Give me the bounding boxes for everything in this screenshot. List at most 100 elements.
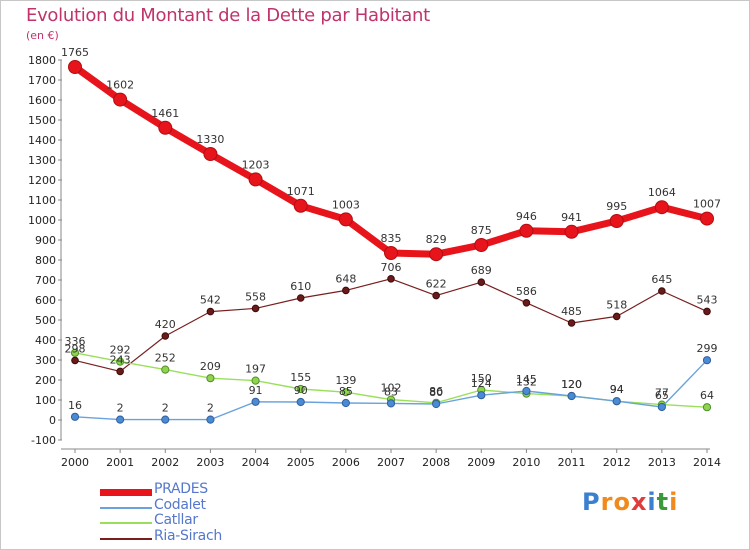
data-point-catllar (70, 348, 80, 357)
data-label-ria-sirach: 420 (155, 318, 176, 331)
data-point-ria-sirach (71, 356, 79, 365)
legend-label-ria-sirach: Ria-Sirach (154, 527, 222, 544)
data-point-codalet (161, 415, 170, 424)
data-point-ria-sirach (522, 299, 531, 307)
data-label-ria-sirach: 586 (516, 285, 537, 298)
legend-swatch-codalet (100, 506, 152, 509)
y-tick-label: 1300 (28, 154, 56, 167)
data-label-codalet: 2 (117, 402, 124, 415)
data-label-codalet: 145 (516, 373, 537, 386)
data-point-catllar (296, 384, 305, 394)
logo-letter: i (669, 488, 679, 516)
data-label-catllar: 120 (561, 378, 582, 391)
data-point-codalet (522, 386, 531, 396)
y-tick-label: -100 (31, 434, 56, 447)
data-label-prades: 1602 (106, 79, 134, 92)
logo-letter: x (630, 488, 648, 516)
data-label-codalet: 94 (610, 383, 624, 396)
data-point-prades (203, 147, 218, 161)
y-tick-label: 1800 (28, 54, 56, 67)
x-tick-label: 2007 (377, 456, 405, 469)
y-tick-label: 0 (49, 414, 56, 427)
data-point-codalet (296, 397, 305, 407)
data-label-catllar: 64 (700, 389, 714, 402)
data-point-ria-sirach (296, 294, 305, 302)
data-point-codalet (702, 356, 712, 365)
data-point-catllar (341, 388, 350, 397)
data-label-catllar: 77 (655, 387, 669, 400)
x-tick-label: 2010 (512, 456, 540, 469)
data-label-catllar: 209 (200, 360, 221, 373)
data-label-ria-sirach: 648 (335, 272, 356, 285)
data-point-ria-sirach (703, 307, 711, 316)
data-label-ria-sirach: 542 (200, 294, 221, 307)
data-label-ria-sirach: 622 (426, 278, 447, 291)
data-label-prades: 1071 (287, 185, 315, 198)
data-label-ria-sirach: 518 (606, 298, 627, 311)
data-point-prades (519, 223, 534, 238)
data-point-prades (654, 200, 669, 215)
data-point-ria-sirach (612, 312, 621, 321)
logo-letter: o (613, 488, 631, 516)
data-label-prades: 835 (381, 232, 402, 245)
data-point-catllar (702, 403, 712, 412)
data-label-catllar: 94 (610, 383, 624, 396)
data-point-prades (158, 120, 173, 135)
data-point-codalet (70, 412, 80, 421)
data-point-prades (248, 172, 263, 187)
data-label-catllar: 132 (516, 376, 537, 389)
y-tick-label: 1500 (28, 114, 56, 127)
data-point-prades (564, 224, 579, 239)
data-point-ria-sirach (342, 286, 350, 295)
y-tick-label: 400 (35, 334, 56, 347)
data-label-codalet: 65 (655, 389, 669, 402)
data-point-prades (338, 212, 353, 227)
x-tick-label: 2013 (648, 456, 676, 469)
data-point-ria-sirach (387, 275, 395, 283)
data-point-catllar (206, 374, 215, 383)
data-labels: 298 243 420 542 558 610 648 706 622 689 586 485 518 6… (61, 46, 721, 415)
data-label-prades: 946 (516, 210, 537, 223)
data-point-ria-sirach (251, 304, 260, 313)
y-tick-label: 300 (35, 354, 56, 367)
data-point-codalet (116, 415, 125, 424)
data-label-codalet: 91 (249, 384, 263, 397)
data-point-prades (429, 247, 444, 262)
data-point-prades (700, 211, 714, 226)
unit-label: (en €) (26, 29, 59, 42)
data-label-ria-sirach: 610 (290, 280, 311, 293)
data-label-catllar: 252 (155, 352, 176, 365)
data-label-catllar: 102 (381, 382, 402, 395)
legend-swatch-catllar (100, 522, 152, 524)
data-label-codalet: 83 (384, 385, 398, 398)
y-tick-label: 600 (35, 294, 56, 307)
data-label-codalet: 80 (429, 386, 443, 399)
logo-letter: P (582, 488, 601, 516)
data-label-ria-sirach: 645 (651, 273, 672, 286)
legend-swatch-prades (100, 488, 152, 496)
data-label-catllar: 150 (471, 372, 492, 385)
data-label-ria-sirach: 706 (381, 261, 402, 274)
y-tick-label: 1100 (28, 194, 56, 207)
data-label-prades: 875 (471, 224, 492, 237)
data-label-codalet: 85 (339, 385, 353, 398)
x-tick-label: 2002 (151, 456, 179, 469)
data-point-prades (293, 198, 308, 213)
data-label-ria-sirach: 485 (561, 305, 582, 318)
data-point-prades (384, 246, 398, 260)
data-label-codalet: 90 (294, 384, 308, 397)
data-point-ria-sirach (432, 291, 440, 300)
data-point-prades (474, 238, 489, 252)
y-tick-label: 1400 (28, 134, 56, 147)
data-label-prades: 1003 (332, 198, 360, 211)
data-point-codalet (567, 391, 576, 401)
data-label-codalet: 16 (68, 399, 82, 412)
data-label-catllar: 139 (335, 374, 356, 387)
data-point-prades (113, 92, 128, 107)
data-point-codalet (386, 399, 396, 408)
data-label-codalet: 299 (697, 342, 718, 355)
x-tick-label: 2004 (242, 456, 270, 469)
data-point-ria-sirach (658, 287, 666, 295)
legend-label-prades: PRADES (154, 481, 208, 497)
